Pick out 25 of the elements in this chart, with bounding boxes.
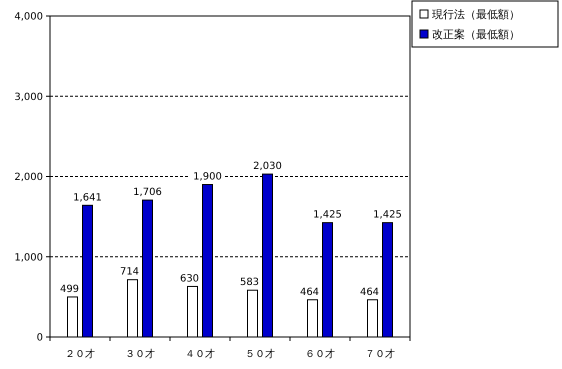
y-tick-label: 3,000 [14,92,43,103]
x-tick-label: ６０才 [305,348,335,360]
legend-label: 現行法（最低額） [432,8,520,21]
x-tick-label: ４０才 [185,348,215,360]
data-label: 1,425 [313,210,342,221]
data-label: 714 [120,266,140,278]
data-label: 2,030 [253,161,282,172]
data-label: 1,641 [73,192,102,204]
x-tick-label: ３０才 [125,348,155,360]
data-label: 630 [180,273,200,284]
x-tick-label: ５０才 [245,348,275,360]
data-label: 464 [360,286,380,298]
y-tick-label: 1,000 [14,252,43,264]
data-label: 464 [300,286,320,298]
x-tick-label: ７０才 [365,348,395,360]
y-tick-label: 2,000 [14,172,43,183]
y-tick-label: 4,000 [14,12,43,22]
data-label: 1,425 [373,210,402,221]
data-label: 583 [240,277,260,288]
data-label: 499 [60,284,80,295]
x-tick-label: ２０才 [65,348,95,360]
y-tick-label: 0 [36,332,43,344]
data-label: 1,900 [193,172,222,183]
legend-label: 改正案（最低額） [432,28,520,41]
data-label: 1,706 [133,187,162,198]
